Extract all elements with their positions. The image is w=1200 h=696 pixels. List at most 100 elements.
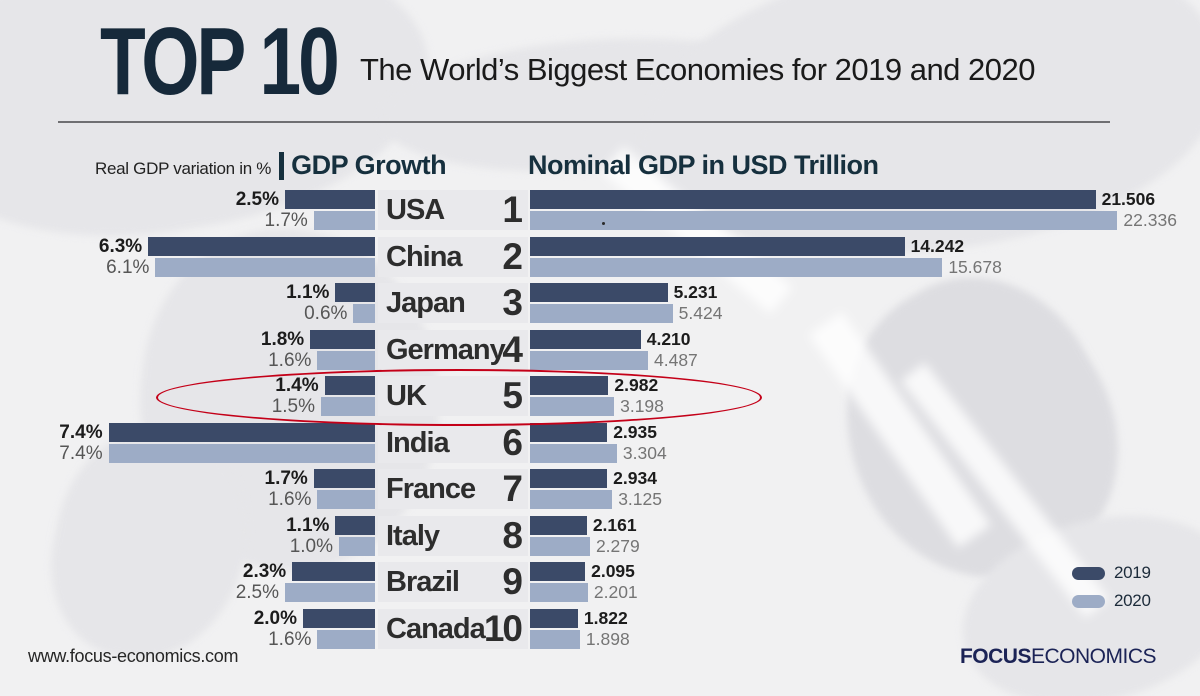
- nominal-gdp-bar-2019: [530, 283, 668, 302]
- gdp-growth-bar-2019: [310, 329, 375, 349]
- country-label: India: [386, 426, 450, 459]
- gdp-growth-bar-2020: [108, 443, 375, 463]
- gdp-growth-value-2020: 1.7%: [264, 210, 308, 231]
- rank-label: 8: [502, 514, 523, 556]
- rank-label: 2: [502, 235, 523, 277]
- legend-label-2019: 2019: [1114, 563, 1151, 582]
- country-band: [378, 329, 528, 370]
- country-band: [378, 608, 528, 649]
- right-chart-title: Nominal GDP in USD Trillion: [528, 150, 879, 180]
- gdp-growth-bar-2020: [339, 536, 375, 556]
- nominal-gdp-value-2020: 3.304: [622, 442, 667, 463]
- gdp-growth-value-2020: 0.6%: [304, 303, 348, 324]
- nominal-gdp-value-2019: 2.934: [613, 468, 657, 488]
- country-label: Brazil: [386, 566, 460, 598]
- gdp-growth-bar-2019: [335, 283, 375, 302]
- nominal-gdp-value-2019: 2.095: [591, 561, 635, 581]
- nominal-gdp-value-2020: 1.898: [585, 628, 630, 649]
- nominal-gdp-bar-2019: [530, 562, 586, 581]
- gdp-growth-bar-2019: [285, 190, 375, 209]
- country-band: [378, 236, 528, 277]
- nominal-gdp-bar-2020: [530, 629, 580, 649]
- gdp-growth-value-2020: 1.6%: [268, 349, 312, 371]
- gdp-growth-value-2019: 6.3%: [98, 235, 143, 257]
- country-band: [378, 515, 528, 556]
- rank-label: 1: [502, 189, 523, 230]
- gdp-growth-value-2020: 1.6%: [268, 628, 312, 650]
- gdp-growth-bar-2019: [292, 562, 375, 581]
- nominal-gdp-value-2019: 21.506: [1101, 189, 1156, 209]
- gdp-growth-bar-2019: [148, 236, 375, 256]
- legend-item-2019: 2019: [1072, 563, 1151, 583]
- rank-label: 7: [502, 468, 523, 509]
- gdp-growth-value-2019: 2.3%: [242, 561, 287, 582]
- nominal-gdp-bar-2019: [530, 469, 608, 488]
- nominal-gdp-bar-2019: [530, 515, 587, 535]
- nominal-gdp-value-2019: 2.935: [613, 421, 657, 442]
- nominal-gdp-bar-2020: [530, 257, 943, 277]
- country-band: [378, 562, 528, 602]
- rank-label: 4: [502, 328, 523, 370]
- nominal-gdp-bar-2019: [530, 608, 578, 628]
- country-label: China: [386, 240, 463, 273]
- gdp-growth-bar-2019: [313, 469, 375, 488]
- nominal-gdp-bar-2020: [530, 490, 613, 509]
- stray-dot: [602, 222, 605, 225]
- country-band: [378, 283, 528, 323]
- gdp-growth-value-2019: 2.0%: [253, 607, 297, 629]
- nominal-gdp-bar-2019: [530, 190, 1096, 209]
- nominal-gdp-bar-2020: [530, 304, 673, 323]
- nominal-gdp-bar-2020: [530, 443, 617, 463]
- country-band: [378, 469, 528, 509]
- gdp-growth-value-2019: 1.8%: [260, 328, 305, 350]
- nominal-gdp-bar-2020: [530, 350, 648, 370]
- legend-item-2020: 2020: [1072, 591, 1151, 611]
- legend-swatch-2020: [1072, 594, 1105, 608]
- uk-highlight-ellipse: [156, 369, 762, 426]
- country-band: [378, 422, 528, 463]
- gdp-growth-bar-2020: [155, 257, 375, 277]
- nominal-gdp-bar-2020: [530, 583, 588, 602]
- gdp-growth-value-2019: 2.5%: [235, 189, 279, 210]
- left-chart-header: Real GDP variation in % GDP Growth: [95, 150, 447, 181]
- nominal-gdp-bar-2019: [530, 236, 905, 256]
- left-axis-note: Real GDP variation in %: [95, 159, 272, 178]
- page-title: TOP 10: [100, 8, 340, 115]
- nominal-gdp-value-2019: 2.161: [592, 514, 637, 535]
- country-band: [378, 190, 528, 230]
- table-row: USA 1 2.5% 1.7% 21.506 22.336: [0, 190, 1200, 230]
- gdp-growth-bar-2020: [317, 490, 375, 509]
- gdp-growth-value-2020: 2.5%: [235, 582, 279, 603]
- right-chart-header: Nominal GDP in USD Trillion: [528, 150, 879, 181]
- nominal-gdp-value-2020: 2.279: [595, 535, 640, 556]
- country-label: Japan: [386, 287, 466, 319]
- gdp-growth-bar-2020: [353, 304, 375, 323]
- nominal-gdp-value-2019: 1.822: [583, 607, 628, 628]
- website-url: www.focus-economics.com: [28, 646, 239, 666]
- gdp-growth-value-2020: 1.6%: [268, 489, 312, 510]
- header-divider-line: [58, 121, 1110, 123]
- gdp-growth-value-2019: 1.7%: [264, 468, 308, 489]
- rank-label: 10: [483, 607, 523, 649]
- table-row: Brazil 9 2.3% 2.5% 2.095 2.201: [0, 562, 1200, 602]
- rank-label: 6: [502, 421, 523, 463]
- table-row: China 2 6.3% 6.1% 14.242 15.678: [0, 235, 1200, 278]
- country-label: France: [386, 473, 476, 505]
- brand-logo-bold: FOCUS: [959, 645, 1032, 668]
- nominal-gdp-bar-2019: [530, 329, 641, 349]
- rank-label: 3: [502, 282, 523, 323]
- nominal-gdp-value-2019: 5.231: [673, 282, 718, 302]
- country-label: Germany: [386, 333, 506, 366]
- gdp-growth-value-2019: 1.1%: [286, 282, 330, 303]
- gdp-growth-value-2020: 6.1%: [106, 256, 150, 278]
- country-label: Canada: [386, 612, 486, 645]
- gdp-growth-value-2019: 7.4%: [59, 421, 103, 443]
- table-row: Canada 10 2.0% 1.6% 1.822 1.898: [0, 607, 1200, 650]
- gdp-growth-bar-2020: [317, 629, 375, 649]
- nominal-gdp-bar-2020: [530, 536, 590, 556]
- gdp-growth-bar-2020: [317, 350, 375, 370]
- table-row: Germany 4 1.8% 1.6% 4.210 4.487: [0, 328, 1200, 371]
- gdp-growth-bar-2020: [313, 211, 375, 230]
- gdp-growth-bar-2019: [335, 515, 375, 535]
